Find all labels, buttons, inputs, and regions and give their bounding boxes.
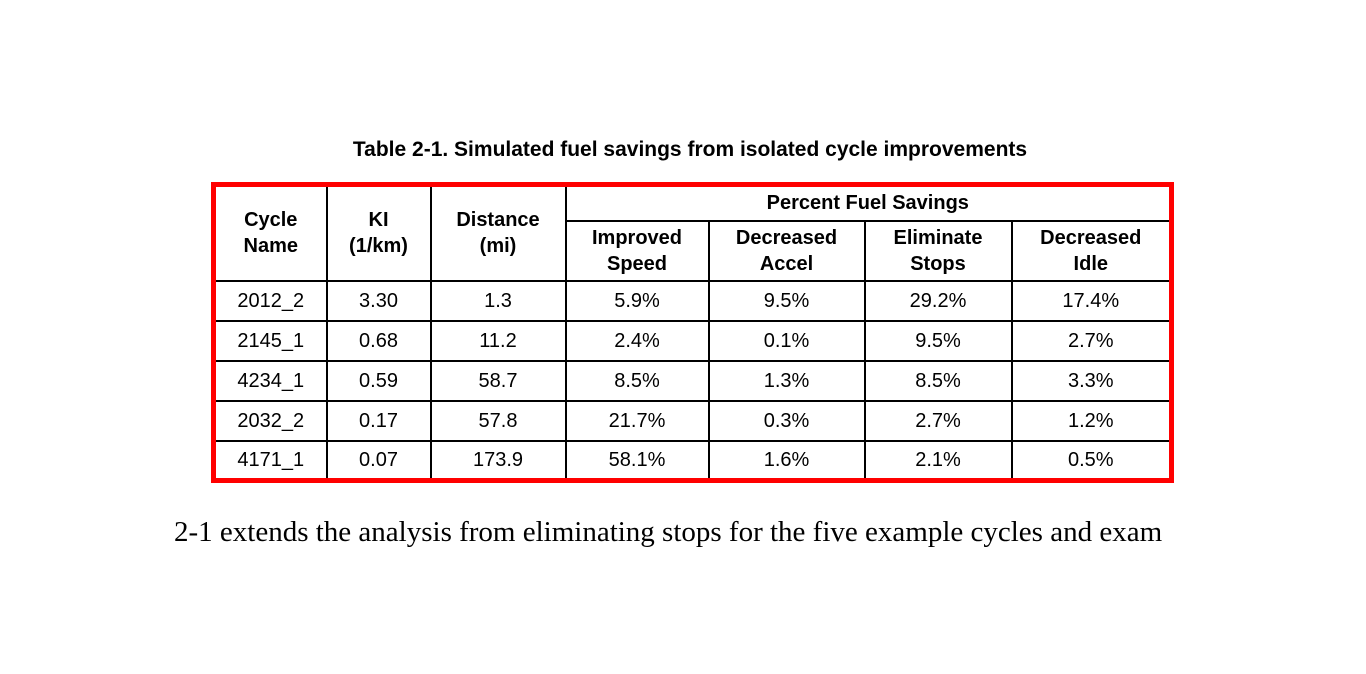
table-row: 4234_1 0.59 58.7 8.5% 1.3% 8.5% 3.3% xyxy=(212,359,1173,402)
cell-decreased-idle: 1.2% xyxy=(1010,399,1173,442)
cell-cycle-name: 2032_2 xyxy=(212,399,328,442)
body-paragraph-text: 2-1 extends the analysis from eliminatin… xyxy=(174,516,1163,548)
cell-decreased-accel: 0.3% xyxy=(707,399,866,442)
cell-ki: 0.59 xyxy=(325,359,432,402)
cell-eliminate-stops: 2.7% xyxy=(863,399,1013,442)
col-header-ki: KI (1/km) xyxy=(325,183,432,282)
col-header-decreased-idle: Decreased Idle xyxy=(1010,219,1173,282)
table-title: Table 2-1. Simulated fuel savings from i… xyxy=(352,138,1028,161)
col-header-improved-speed: Improved Speed xyxy=(564,219,710,282)
cell-improved-speed: 8.5% xyxy=(564,359,710,402)
table-row: 2032_2 0.17 57.8 21.7% 0.3% 2.7% 1.2% xyxy=(212,399,1173,442)
cell-eliminate-stops: 9.5% xyxy=(863,319,1013,362)
cell-ki: 0.68 xyxy=(325,319,432,362)
col-header-eliminate-stops: Eliminate Stops xyxy=(863,219,1013,282)
table-row: 2012_2 3.30 1.3 5.9% 9.5% 29.2% 17.4% xyxy=(212,279,1173,322)
cell-distance: 1.3 xyxy=(429,279,567,322)
cell-decreased-idle: 3.3% xyxy=(1010,359,1173,402)
header-row-2: Improved Speed Decreased Accel Eliminate… xyxy=(214,219,1173,282)
cell-ki: 3.30 xyxy=(325,279,432,322)
cell-ki: 0.07 xyxy=(325,439,432,482)
col-header-cycle-name: Cycle Name xyxy=(212,183,328,282)
cell-improved-speed: 21.7% xyxy=(564,399,710,442)
table-row: 4171_1 0.07 173.9 58.1% 1.6% 2.1% 0.5% xyxy=(212,439,1173,482)
cell-eliminate-stops: 8.5% xyxy=(863,359,1013,402)
cell-cycle-name: 4234_1 xyxy=(212,359,328,402)
cell-decreased-idle: 2.7% xyxy=(1010,319,1173,362)
col-header-distance: Distance (mi) xyxy=(429,183,567,282)
cell-improved-speed: 2.4% xyxy=(564,319,710,362)
cell-cycle-name: 4171_1 xyxy=(212,439,328,482)
group-header-percent-fuel-savings: Percent Fuel Savings xyxy=(564,183,1173,222)
cell-decreased-accel: 9.5% xyxy=(707,279,866,322)
cell-ki: 0.17 xyxy=(325,399,432,442)
cell-decreased-idle: 17.4% xyxy=(1010,279,1173,322)
header-row-1: Cycle Name KI (1/km) Distance (mi) Perce… xyxy=(212,183,1173,282)
table-row: 2145_1 0.68 11.2 2.4% 0.1% 9.5% 2.7% xyxy=(212,319,1173,362)
cell-eliminate-stops: 29.2% xyxy=(863,279,1013,322)
cell-decreased-accel: 0.1% xyxy=(707,319,866,362)
col-header-decreased-accel: Decreased Accel xyxy=(707,219,866,282)
cell-cycle-name: 2145_1 xyxy=(212,319,328,362)
fuel-savings-table: Cycle Name KI (1/km) Distance (mi) Perce… xyxy=(211,182,1175,483)
cell-distance: 11.2 xyxy=(429,319,567,362)
cell-distance: 58.7 xyxy=(429,359,567,402)
cell-decreased-idle: 0.5% xyxy=(1010,439,1173,482)
cell-distance: 57.8 xyxy=(429,399,567,442)
cell-improved-speed: 5.9% xyxy=(564,279,710,322)
fuel-savings-table-container: Cycle Name KI (1/km) Distance (mi) Perce… xyxy=(211,182,1175,483)
cell-decreased-accel: 1.3% xyxy=(707,359,866,402)
cell-eliminate-stops: 2.1% xyxy=(863,439,1013,482)
cell-decreased-accel: 1.6% xyxy=(707,439,866,482)
cell-cycle-name: 2012_2 xyxy=(212,279,328,322)
cell-distance: 173.9 xyxy=(429,439,567,482)
cell-improved-speed: 58.1% xyxy=(564,439,710,482)
